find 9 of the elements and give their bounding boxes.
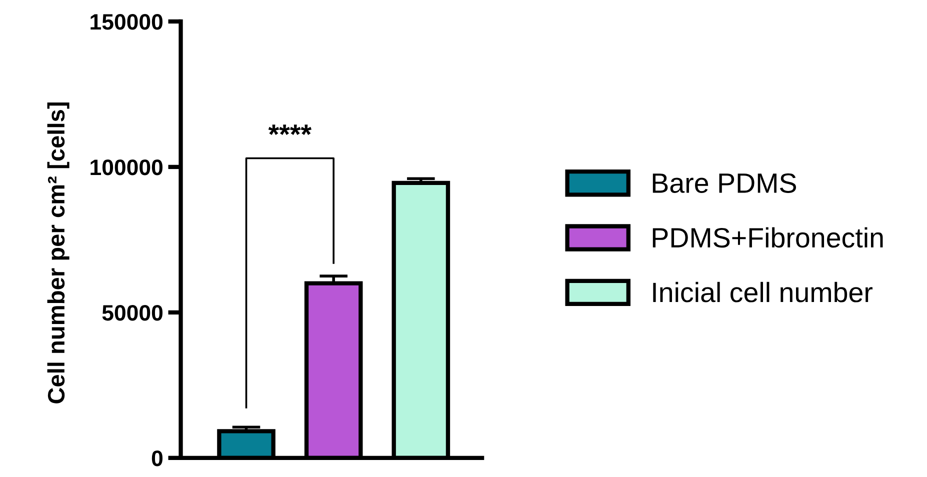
y-axis-title: Cell number per cm² [cells] — [47, 102, 70, 404]
y-tick-label: 50000 — [102, 304, 162, 321]
legend-label: PDMS+Fibronectin — [652, 227, 883, 248]
y-tick-label: 100000 — [90, 159, 162, 176]
legend-label: Bare PDMS — [652, 173, 796, 193]
annotation: **** — [268, 124, 312, 135]
y-tick-label: 0 — [152, 450, 162, 466]
legend-label: Inicial cell number — [653, 282, 872, 302]
y-tick-label: 150000 — [90, 14, 162, 30]
